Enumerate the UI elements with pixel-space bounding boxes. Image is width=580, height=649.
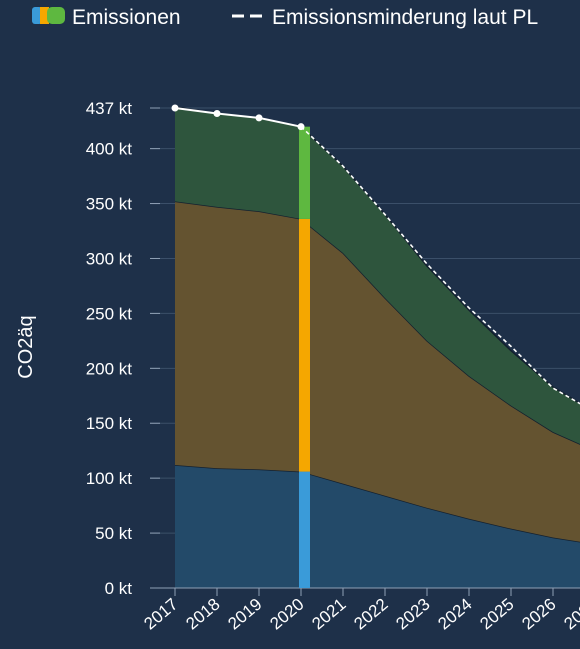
y-tick-label: 300 kt — [86, 249, 133, 268]
x-tick-label: 2018 — [182, 595, 223, 634]
reduction-planned-line — [300, 126, 580, 405]
y-tick-label: 100 kt — [86, 469, 133, 488]
x-tick-label: 2025 — [476, 595, 517, 634]
y-tick-label: 200 kt — [86, 359, 133, 378]
x-tick-label: 2026 — [518, 595, 559, 634]
x-tick-label: 2021 — [308, 595, 349, 634]
x-tick-label: 2027 — [560, 595, 580, 634]
x-tick-label: 2020 — [266, 595, 307, 634]
x-tick-label: 2022 — [350, 595, 391, 634]
highlight-year-bar — [299, 126, 310, 588]
y-axis-label: CO2äq — [15, 315, 37, 378]
x-axis-ticks: 2017 2018 2019 2020 2021 2022 2023 2024 2025 2026… — [140, 588, 580, 633]
reduction-actual-line — [174, 107, 302, 128]
reduction-line — [171, 104, 580, 405]
x-tick-label: 2024 — [434, 595, 475, 634]
highlight-segment-3 — [299, 126, 310, 219]
reduction-point — [213, 109, 221, 117]
area-boundary-1 — [174, 464, 580, 543]
y-tick-label: 50 kt — [95, 524, 132, 543]
highlight-segment-1 — [299, 471, 310, 588]
reduction-point — [255, 114, 263, 122]
legend-reduction-label: Emissionsminderung laut PL — [272, 6, 538, 29]
legend: Emissionen Emissionsminderung laut PL — [32, 6, 538, 29]
x-tick-label: 2023 — [392, 595, 433, 634]
y-tick-label: 350 kt — [86, 195, 133, 214]
area-series-3 — [175, 106, 580, 445]
x-tick-label: 2019 — [224, 595, 265, 634]
x-tick-label: 2017 — [140, 595, 181, 634]
highlight-segment-2 — [299, 218, 310, 472]
y-tick-label: 400 kt — [86, 140, 133, 159]
y-tick-label: 437 kt — [86, 99, 133, 118]
legend-emissions-label: Emissionen — [72, 6, 181, 29]
legend-emissions-swatch — [32, 7, 65, 24]
area-series-2 — [175, 201, 580, 542]
y-axis-ticks: 0 kt 50 kt 100 kt 150 kt 200 kt 250 kt 300 kt 3… — [86, 99, 160, 598]
reduction-point — [171, 104, 179, 112]
stacked-areas — [150, 106, 580, 589]
y-tick-label: 0 kt — [105, 579, 133, 598]
y-tick-label: 250 kt — [86, 304, 133, 323]
area-series-1 — [175, 464, 580, 588]
y-tick-label: 150 kt — [86, 414, 133, 433]
